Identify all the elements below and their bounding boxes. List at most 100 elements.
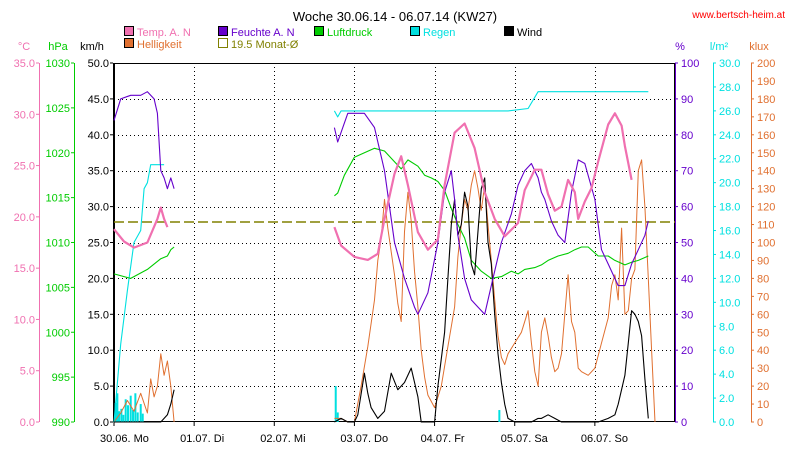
rain-bar xyxy=(127,405,130,422)
series-line-brightness xyxy=(334,159,656,423)
legend-label-rain: Regen xyxy=(423,27,455,39)
tick-label-rain: 0.0 xyxy=(719,417,734,429)
tick-label-wind: 5.0 xyxy=(94,381,109,393)
axis-unit-brightness: klux xyxy=(749,41,769,53)
tick-label-wind: 25.0 xyxy=(88,238,109,250)
rain-bar xyxy=(122,414,125,422)
tick-label-humidity: 40 xyxy=(681,273,693,285)
tick-label-wind: 15.0 xyxy=(88,309,109,321)
tick-label-brightness: 110 xyxy=(757,220,775,232)
tick-label-brightness: 30 xyxy=(757,363,769,375)
tick-label-brightness: 150 xyxy=(757,148,775,160)
website-label[interactable]: www.bertsch-heim.at xyxy=(691,10,785,21)
rain-bar xyxy=(132,410,135,422)
tick-label-humidity: 100 xyxy=(681,58,699,70)
tick-label-rain: 22.0 xyxy=(719,154,740,166)
legend-label-temp: Temp. A. N xyxy=(137,27,191,39)
tick-label-rain: 24.0 xyxy=(719,130,740,142)
tick-label-temp: 25.0 xyxy=(14,161,35,173)
tick-label-brightness: 60 xyxy=(757,309,769,321)
tick-label-wind: 10.0 xyxy=(88,345,109,357)
axis-unit-wind: km/h xyxy=(80,41,104,53)
tick-label-rain: 12.0 xyxy=(719,273,740,285)
tick-label-humidity: 90 xyxy=(681,94,693,106)
tick-label-humidity: 80 xyxy=(681,130,693,142)
tick-label-rain: 16.0 xyxy=(719,226,740,238)
tick-label-brightness: 190 xyxy=(757,76,775,88)
tick-label-rain: 10.0 xyxy=(719,297,740,309)
x-tick-label: 06.07. So xyxy=(581,433,628,445)
tick-label-humidity: 30 xyxy=(681,309,693,321)
legend-label-pressure: Luftdruck xyxy=(327,27,373,39)
x-axis-labels: 30.06. Mo 01.07. Di 02.07. Mi 03.07. Do 04.0… xyxy=(100,422,628,445)
series-line-rain xyxy=(333,91,649,118)
series-line-temp xyxy=(113,206,169,249)
x-tick-label: 02.07. Mi xyxy=(260,433,305,445)
tick-label-wind: 40.0 xyxy=(88,130,109,142)
legend-label-month_avg: 19.5 Monat-Ø xyxy=(231,39,299,51)
tick-label-brightness: 50 xyxy=(757,327,769,339)
legend-label-wind: Wind xyxy=(517,27,542,39)
tick-label-pressure: 1020 xyxy=(46,148,70,160)
tick-label-brightness: 80 xyxy=(757,273,769,285)
tick-label-brightness: 200 xyxy=(757,58,775,70)
tick-label-temp: 35.0 xyxy=(14,58,35,70)
tick-label-pressure: 1000 xyxy=(46,327,70,339)
series-line-pressure xyxy=(113,246,175,279)
x-tick-label: 30.06. Mo xyxy=(100,433,149,445)
axes: 0.05.010.015.020.025.030.035.09909951000… xyxy=(14,58,776,429)
tick-label-pressure: 990 xyxy=(52,417,70,429)
rain-bar xyxy=(114,402,117,422)
tick-label-pressure: 1015 xyxy=(46,193,70,205)
tick-label-pressure: 1030 xyxy=(46,58,70,70)
tick-label-humidity: 50 xyxy=(681,238,693,250)
tick-label-brightness: 10 xyxy=(757,399,769,411)
tick-label-wind: 30.0 xyxy=(88,202,109,214)
tick-label-temp: 0.0 xyxy=(20,417,35,429)
series-line-rain xyxy=(113,164,165,423)
rain-bar xyxy=(116,393,119,422)
rain-bar xyxy=(139,404,142,422)
legend-swatch-month_avg xyxy=(218,38,228,48)
rain-bar xyxy=(120,408,123,422)
tick-label-temp: 20.0 xyxy=(14,212,35,224)
tick-label-pressure: 995 xyxy=(52,372,70,384)
series-line-humidity xyxy=(333,112,649,315)
chart-title: Woche 30.06.14 - 06.07.14 (KW27) xyxy=(293,9,497,24)
tick-label-temp: 30.0 xyxy=(14,109,35,121)
series-line-pressure xyxy=(334,147,649,279)
legend-label-humidity: Feuchte A. N xyxy=(231,27,295,39)
legend-swatch-rain xyxy=(410,26,420,36)
tick-label-brightness: 40 xyxy=(757,345,769,357)
tick-label-wind: 35.0 xyxy=(88,166,109,178)
tick-label-temp: 10.0 xyxy=(14,314,35,326)
tick-label-humidity: 10 xyxy=(681,381,693,393)
tick-label-rain: 4.0 xyxy=(719,369,734,381)
legend-swatch-temp xyxy=(124,26,134,36)
rain-bar xyxy=(141,413,144,422)
rain-bar xyxy=(336,412,339,422)
legend-label-brightness: Helligkeit xyxy=(137,39,182,51)
legend: Temp. A. N Feuchte A. N Luftdruck Regen Wind… xyxy=(124,26,542,51)
tick-label-rain: 26.0 xyxy=(719,106,740,118)
tick-label-humidity: 60 xyxy=(681,202,693,214)
tick-label-pressure: 1005 xyxy=(46,282,70,294)
axis-unit-humidity: % xyxy=(675,41,685,53)
tick-label-pressure: 1010 xyxy=(46,238,70,250)
tick-label-pressure: 1025 xyxy=(46,103,70,115)
tick-label-rain: 18.0 xyxy=(719,202,740,214)
tick-label-rain: 2.0 xyxy=(719,393,734,405)
tick-label-brightness: 20 xyxy=(757,381,769,393)
legend-swatch-brightness xyxy=(124,38,134,48)
legend-swatch-pressure xyxy=(314,26,324,36)
rain-bar xyxy=(498,410,501,422)
tick-label-wind: 45.0 xyxy=(88,94,109,106)
tick-label-brightness: 0 xyxy=(757,417,763,429)
x-tick-label: 01.07. Di xyxy=(180,433,224,445)
tick-label-brightness: 70 xyxy=(757,291,769,303)
tick-label-brightness: 120 xyxy=(757,202,775,214)
x-tick-label: 05.07. Sa xyxy=(501,433,549,445)
tick-label-humidity: 20 xyxy=(681,345,693,357)
series-line-wind xyxy=(334,177,649,423)
